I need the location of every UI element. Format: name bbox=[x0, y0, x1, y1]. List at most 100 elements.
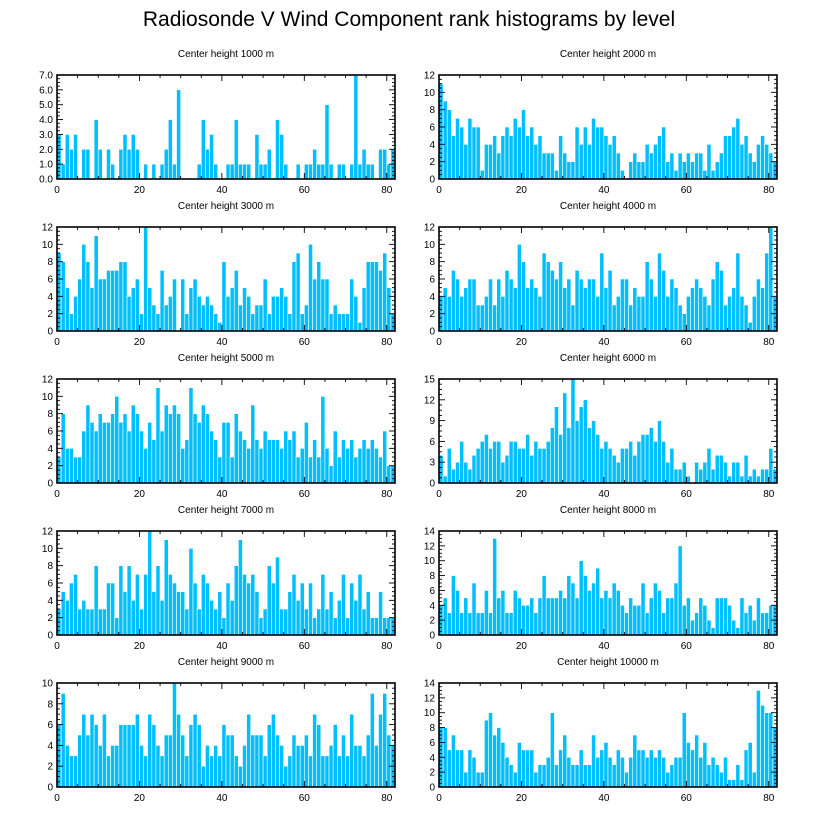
bar bbox=[73, 574, 78, 636]
y-tick-label: 12 bbox=[424, 71, 436, 82]
bar bbox=[764, 712, 770, 788]
bar bbox=[60, 693, 66, 788]
bar bbox=[349, 163, 355, 180]
x-tick-label: 20 bbox=[134, 185, 146, 196]
bar bbox=[607, 597, 613, 636]
bar bbox=[386, 287, 392, 332]
bar bbox=[378, 591, 383, 636]
bar bbox=[155, 387, 161, 484]
bar bbox=[451, 468, 456, 484]
bar bbox=[620, 604, 625, 636]
bar bbox=[591, 734, 596, 788]
bar bbox=[353, 296, 359, 332]
y-tick-label: 6 bbox=[47, 720, 53, 731]
bar bbox=[271, 439, 276, 484]
x-tick-label: 60 bbox=[299, 337, 311, 348]
bar bbox=[455, 590, 460, 636]
bar bbox=[566, 278, 572, 332]
bar bbox=[665, 296, 671, 332]
bar bbox=[706, 304, 712, 332]
bar bbox=[657, 420, 662, 484]
bar bbox=[345, 448, 350, 484]
bar bbox=[316, 724, 322, 788]
bar bbox=[258, 617, 264, 636]
bar bbox=[653, 144, 658, 180]
bar bbox=[508, 612, 514, 636]
bar bbox=[731, 619, 737, 636]
bar bbox=[250, 404, 256, 484]
bar bbox=[677, 468, 683, 484]
bar bbox=[89, 422, 95, 484]
panel-3: 0 20 40 60 80 0 2 4 6 8 10 12 Center height 3000 m bbox=[42, 201, 396, 348]
bar bbox=[714, 597, 720, 636]
bar bbox=[353, 745, 359, 788]
bar bbox=[442, 100, 448, 180]
x-tick-label: 0 bbox=[54, 793, 60, 804]
bar bbox=[471, 454, 477, 484]
bar bbox=[467, 118, 473, 180]
bar bbox=[102, 608, 107, 636]
bar bbox=[735, 118, 741, 180]
panel-title: Center height 7000 m bbox=[178, 505, 274, 516]
bar bbox=[636, 604, 642, 636]
bar bbox=[611, 304, 617, 332]
bar bbox=[632, 454, 638, 484]
bar bbox=[710, 468, 716, 484]
bar bbox=[723, 756, 728, 788]
bar bbox=[549, 427, 555, 484]
bar bbox=[698, 468, 704, 484]
bar bbox=[694, 734, 699, 788]
bar bbox=[512, 590, 518, 636]
bar bbox=[238, 765, 243, 788]
bar bbox=[521, 448, 526, 484]
x-tick-label: 0 bbox=[436, 337, 442, 348]
y-tick-label: 6 bbox=[47, 579, 53, 590]
bar bbox=[739, 475, 745, 484]
bar bbox=[566, 756, 572, 788]
bar bbox=[295, 252, 301, 332]
bar bbox=[710, 627, 716, 636]
y-tick-label: 0 bbox=[429, 631, 435, 642]
bar bbox=[81, 600, 87, 636]
bar bbox=[151, 724, 157, 788]
bar bbox=[299, 582, 305, 636]
bar bbox=[756, 690, 761, 788]
bar bbox=[382, 148, 388, 180]
bar bbox=[442, 597, 448, 636]
bar bbox=[731, 461, 737, 484]
y-tick-label: 6 bbox=[429, 586, 435, 597]
bar bbox=[81, 244, 87, 332]
y-tick-label: 0 bbox=[47, 783, 53, 794]
bar bbox=[686, 742, 691, 788]
bar bbox=[479, 170, 485, 180]
bar bbox=[238, 304, 243, 332]
bar bbox=[180, 734, 186, 788]
y-tick-label: 10 bbox=[424, 240, 436, 251]
bar bbox=[213, 163, 219, 180]
bar bbox=[271, 582, 276, 636]
bar bbox=[751, 296, 757, 332]
bar bbox=[266, 313, 272, 332]
bar bbox=[196, 724, 202, 788]
bar bbox=[706, 619, 712, 636]
bar bbox=[620, 278, 625, 332]
bar bbox=[151, 439, 157, 484]
bar bbox=[382, 252, 388, 332]
bar bbox=[533, 144, 539, 180]
bar bbox=[756, 278, 761, 332]
bar bbox=[545, 441, 551, 484]
y-tick-label: 7.0 bbox=[39, 71, 53, 82]
bar bbox=[97, 608, 103, 636]
bar bbox=[690, 749, 695, 788]
bar bbox=[537, 296, 543, 332]
bar bbox=[521, 109, 526, 180]
bar bbox=[205, 296, 210, 332]
bar bbox=[640, 749, 646, 788]
bar bbox=[463, 461, 469, 484]
bar bbox=[496, 441, 502, 484]
bar bbox=[554, 278, 559, 332]
bar bbox=[640, 161, 646, 180]
y-tick-label: 12 bbox=[424, 541, 436, 552]
bar bbox=[442, 475, 448, 484]
bar bbox=[283, 608, 289, 636]
